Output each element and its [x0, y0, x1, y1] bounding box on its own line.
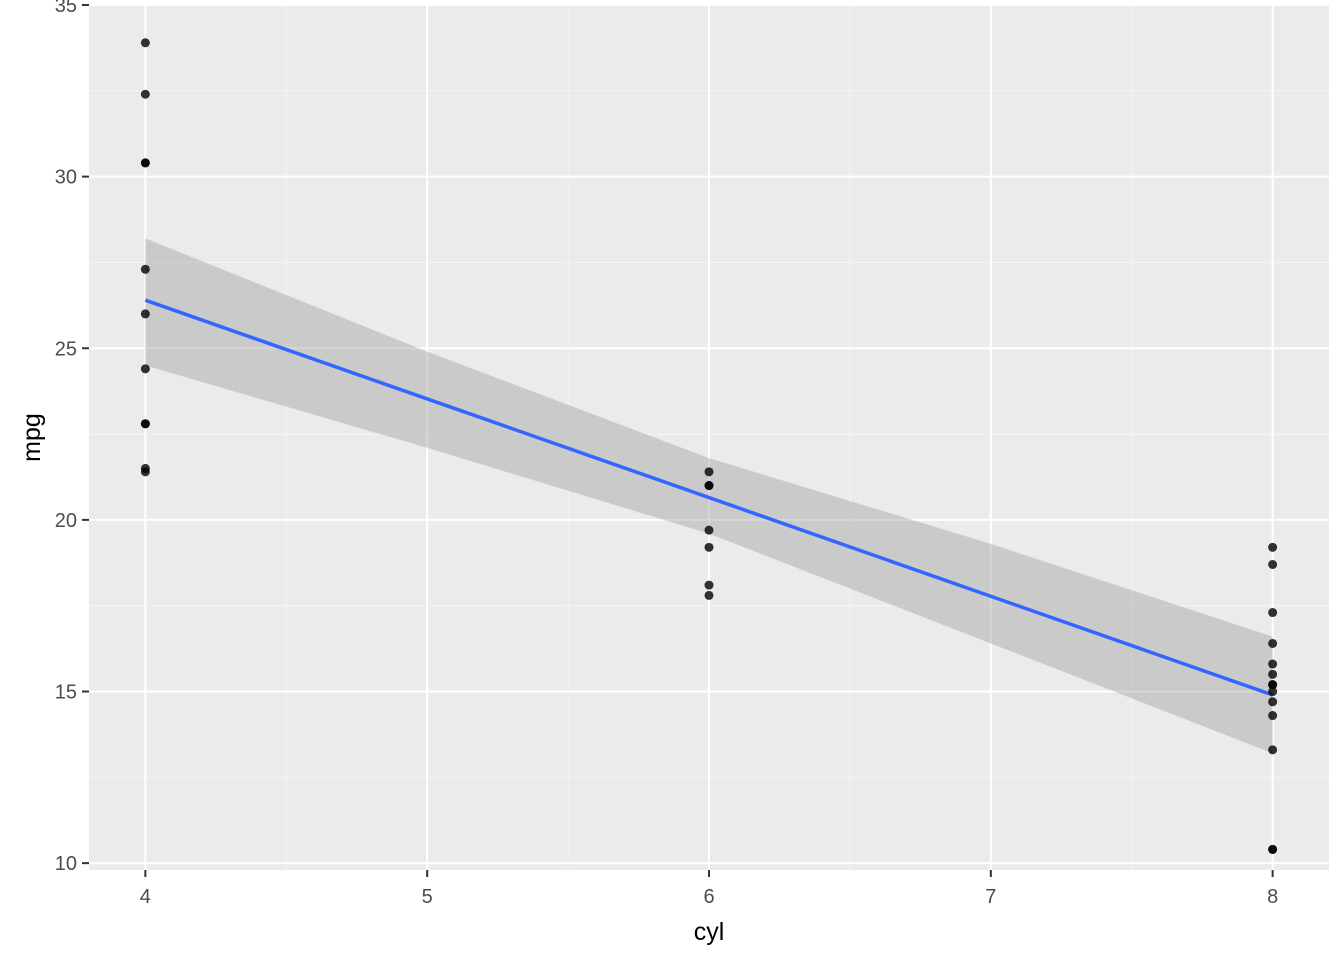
data-point: [704, 525, 714, 535]
x-tick-label: 6: [703, 886, 714, 908]
data-point: [1268, 542, 1278, 552]
data-point: [704, 580, 714, 590]
data-point: [140, 467, 150, 477]
data-point: [1268, 844, 1278, 854]
data-point: [704, 590, 714, 600]
data-point: [140, 89, 150, 99]
data-point: [140, 264, 150, 274]
data-point: [704, 481, 714, 491]
y-tick-label: 20: [55, 510, 77, 532]
x-tick-label: 8: [1267, 886, 1278, 908]
y-axis-ticks: 10 15 20 25 30 35: [55, 0, 89, 875]
data-point: [140, 419, 150, 429]
y-tick-label: 10: [55, 853, 77, 875]
y-tick-label: 35: [55, 0, 77, 17]
data-point: [140, 158, 150, 168]
data-point: [1268, 680, 1278, 690]
data-point: [1268, 659, 1278, 669]
x-tick-label: 7: [985, 886, 996, 908]
y-axis-title: mpg: [18, 413, 46, 462]
x-axis-ticks: 4 5 6 7 8: [140, 870, 1278, 908]
data-point: [704, 542, 714, 552]
data-point: [140, 364, 150, 374]
x-tick-label: 4: [140, 886, 151, 908]
data-point: [1268, 687, 1278, 697]
major-gridlines: [89, 4, 1329, 870]
data-point: [704, 467, 714, 477]
data-point: [1268, 608, 1278, 618]
y-tick-label: 15: [55, 682, 77, 704]
x-axis-title: cyl: [694, 918, 725, 946]
regression-line: [144, 298, 1274, 697]
x-tick-label: 5: [422, 886, 433, 908]
data-point: [140, 38, 150, 48]
data-point: [1268, 638, 1278, 648]
y-tick-label: 30: [55, 167, 77, 189]
data-point: [1268, 697, 1278, 707]
y-tick-label: 25: [55, 338, 77, 360]
data-point: [1268, 669, 1278, 679]
data-point: [1268, 711, 1278, 721]
data-points: [140, 38, 1278, 854]
data-point: [1268, 745, 1278, 755]
data-point: [1268, 560, 1278, 570]
data-point: [140, 309, 150, 319]
